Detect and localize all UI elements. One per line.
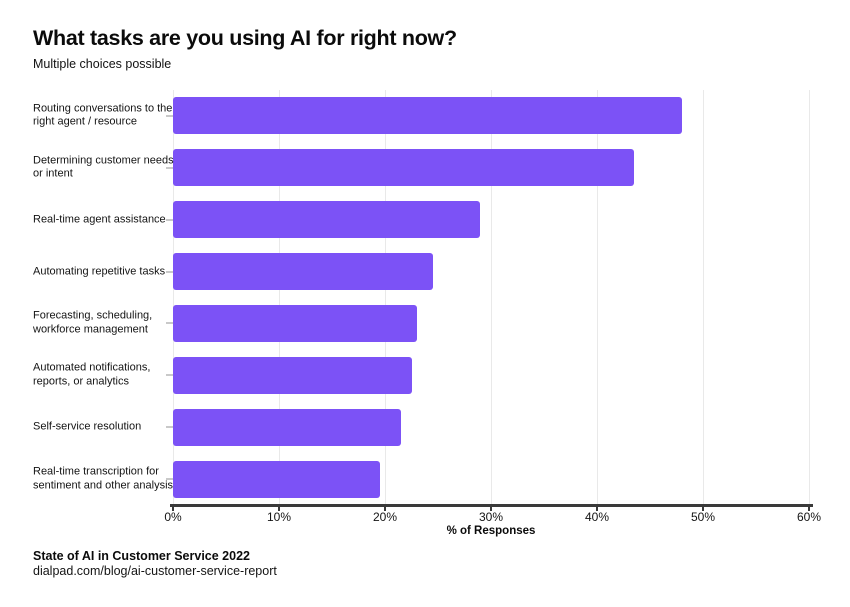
- x-tick-label: 40%: [584, 510, 610, 524]
- chart-subtitle: Multiple choices possible: [33, 57, 172, 71]
- gridline: [703, 90, 704, 505]
- y-tick-mark: [166, 114, 173, 117]
- x-tick-label: 60%: [796, 510, 822, 524]
- gridline: [491, 90, 492, 505]
- category-label: Real-time transcription for sentiment an…: [33, 465, 174, 492]
- bar: [173, 97, 682, 135]
- category-label: Automating repetitive tasks: [33, 264, 166, 277]
- x-axis-line: [170, 504, 813, 507]
- category-label: Routing conversations to the right agent…: [33, 102, 173, 128]
- bar: [173, 201, 481, 239]
- category-label: Real-time agent assistance: [33, 212, 166, 225]
- y-tick-mark: [166, 166, 173, 169]
- x-tick-mark: [702, 507, 704, 511]
- x-tick-mark: [490, 507, 492, 511]
- category-label: Determining customer needs or intent: [33, 154, 174, 180]
- bar: [173, 149, 635, 187]
- x-tick-mark: [596, 507, 598, 511]
- x-tick-label: 0%: [164, 510, 182, 524]
- y-tick-mark: [166, 374, 173, 377]
- x-axis-title: % of Responses: [446, 525, 536, 537]
- category-label: Forecasting, scheduling, workforce manag…: [33, 309, 153, 336]
- bar: [173, 253, 433, 291]
- category-label: Self-service resolution: [33, 420, 142, 433]
- bar-chart-plot-area: [173, 90, 810, 505]
- x-tick-label: 10%: [266, 510, 292, 524]
- footer-source: State of AI in Customer Service 2022: [33, 549, 250, 563]
- bar: [173, 356, 412, 394]
- x-tick-label: 30%: [478, 510, 504, 524]
- x-tick-mark: [278, 507, 280, 511]
- x-tick-label: 20%: [372, 510, 398, 524]
- gridline: [809, 90, 810, 505]
- x-tick-mark: [808, 507, 810, 511]
- bar: [173, 460, 380, 498]
- bar: [173, 304, 417, 342]
- y-tick-mark: [166, 218, 173, 221]
- x-tick-mark: [172, 507, 174, 511]
- x-tick-label: 50%: [690, 510, 716, 524]
- x-tick-mark: [384, 507, 386, 511]
- gridline: [173, 90, 174, 505]
- gridline: [385, 90, 386, 505]
- category-label: Automated notifications, reports, or ana…: [33, 361, 151, 388]
- y-tick-mark: [166, 478, 173, 481]
- gridline: [279, 90, 280, 505]
- chart-title: What tasks are you using AI for right no…: [33, 26, 457, 50]
- bar: [173, 408, 401, 446]
- y-tick-mark: [166, 322, 173, 325]
- gridline: [597, 90, 598, 505]
- y-tick-mark: [166, 270, 173, 273]
- y-tick-mark: [166, 426, 173, 429]
- footer-url: dialpad.com/blog/ai-customer-service-rep…: [33, 564, 277, 578]
